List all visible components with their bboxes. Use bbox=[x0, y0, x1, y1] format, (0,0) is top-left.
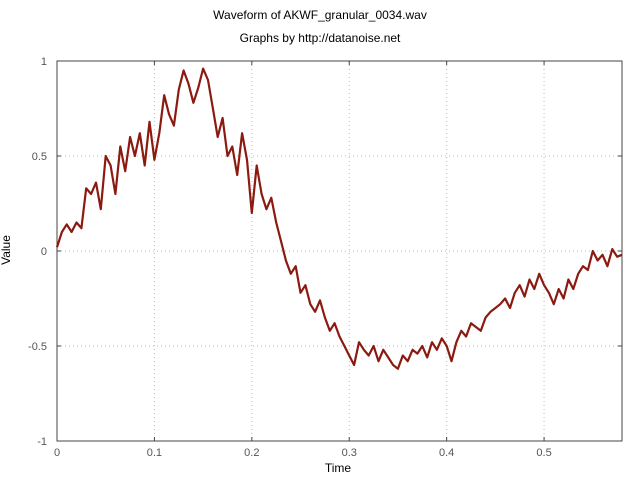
x-tick-label: 0.2 bbox=[244, 447, 259, 459]
series-line bbox=[55, 67, 623, 370]
y-tick-label: -1 bbox=[37, 436, 47, 448]
x-tick-label: 0.1 bbox=[147, 447, 162, 459]
x-tick-label: 0.4 bbox=[439, 447, 454, 459]
y-tick-label: 0.5 bbox=[32, 151, 47, 163]
chart-subtitle: Graphs by http://datanoise.net bbox=[240, 31, 401, 45]
x-tick-label: 0.3 bbox=[342, 447, 357, 459]
grid bbox=[56, 60, 622, 442]
y-tick-label: 0 bbox=[41, 246, 47, 258]
ticks: 0 0.1 0.2 0.3 0.4 0.5 -1 -0.5 0 0.5 1 bbox=[28, 56, 622, 459]
y-tick-label: 1 bbox=[41, 56, 47, 68]
y-axis-label: Value bbox=[0, 235, 13, 265]
x-tick-label: 0.5 bbox=[536, 447, 551, 459]
x-axis-label: Time bbox=[325, 461, 352, 475]
y-tick-label: -0.5 bbox=[28, 341, 47, 353]
x-tick-label: 0 bbox=[54, 447, 60, 459]
chart-title: Waveform of AKWF_granular_0034.wav bbox=[213, 8, 427, 22]
